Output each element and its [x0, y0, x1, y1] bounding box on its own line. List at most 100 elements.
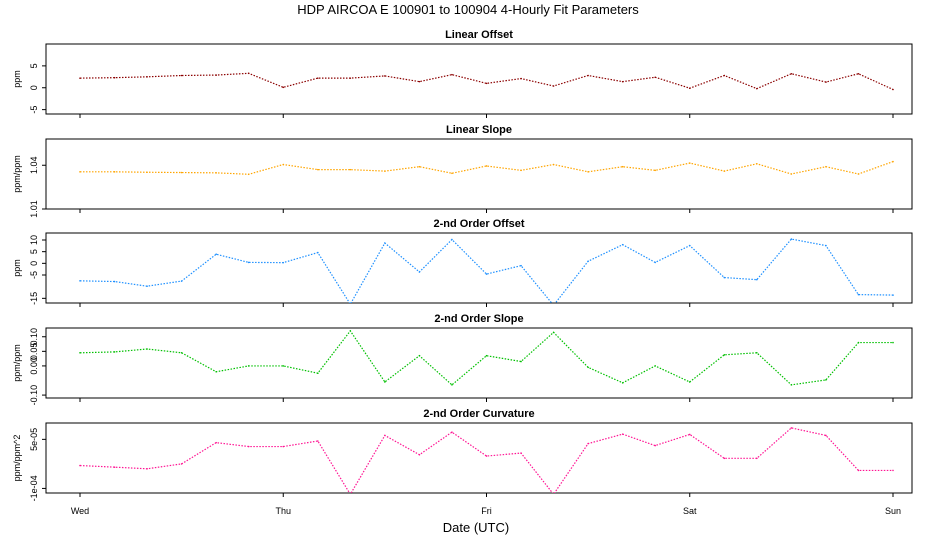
plot-frame [45, 422, 913, 494]
data-point [553, 494, 555, 496]
data-point [654, 169, 656, 172]
data-point [451, 172, 453, 175]
data-point [756, 351, 758, 354]
data-point [552, 85, 555, 87]
data-point [350, 494, 352, 496]
y-tick-label: -0.10 [29, 385, 39, 406]
data-point [892, 469, 894, 472]
data-point [688, 433, 691, 436]
data-point [520, 77, 522, 80]
y-tick-label: 0.10 [29, 328, 39, 346]
data-point [146, 76, 148, 78]
data-point [723, 354, 726, 356]
data-point [553, 305, 555, 307]
data-point [317, 168, 319, 171]
data-point [654, 365, 656, 367]
data-point [418, 453, 421, 456]
data-point [587, 171, 589, 173]
data-point [418, 271, 421, 273]
panel-title: Linear Offset [445, 29, 513, 41]
data-point [621, 243, 624, 246]
data-point [79, 77, 81, 79]
chart-panels: Linear Offset ppm -5 0 5 Linear Slope ppm/ppm 1… [12, 29, 913, 516]
data-point [892, 341, 894, 344]
data-point [756, 87, 758, 90]
data-point [451, 238, 453, 241]
data-point [384, 75, 386, 77]
x-tick-label: Sun [885, 506, 901, 516]
data-point [552, 331, 555, 334]
data-point [892, 294, 894, 296]
data-point [857, 341, 860, 344]
data-point [621, 433, 624, 435]
y-tick-label: 5e-05 [29, 428, 39, 451]
panel-title: 2-nd Order Offset [433, 218, 524, 230]
data-point [485, 165, 488, 167]
panel-title: 2-nd Order Slope [434, 313, 523, 325]
data-point [825, 434, 827, 437]
y-axis-label: ppm [12, 259, 22, 277]
data-point [247, 173, 250, 176]
data-point [790, 173, 793, 175]
panel-3: 2-nd Order Offset ppm -15 -5 0 5 10 [12, 218, 913, 307]
series-line [79, 329, 893, 386]
series-line [80, 161, 894, 175]
data-point [418, 165, 421, 168]
data-point [485, 455, 488, 457]
data-point [384, 242, 386, 244]
data-point [113, 466, 116, 468]
series-line [79, 238, 894, 303]
data-point [349, 168, 352, 171]
data-point [146, 467, 148, 470]
data-point [282, 445, 285, 448]
data-point [317, 372, 319, 375]
data-point [215, 441, 217, 444]
data-point [215, 253, 217, 256]
data-point [520, 360, 522, 363]
x-axis-label: Date (UTC) [443, 520, 509, 535]
y-tick-label: -5 [29, 106, 39, 114]
y-tick-label: 10 [29, 235, 39, 245]
data-point [282, 86, 285, 89]
data-point [146, 285, 148, 288]
data-point [113, 351, 116, 353]
data-point [825, 379, 827, 381]
data-point [384, 381, 386, 383]
data-point [146, 348, 148, 350]
y-axis-label: ppm [12, 70, 22, 88]
data-point [520, 169, 522, 172]
data-point [384, 170, 386, 172]
y-tick-label: 1.04 [29, 156, 39, 174]
data-point [520, 264, 522, 267]
data-point [790, 238, 793, 240]
data-point [621, 80, 624, 83]
data-point [247, 261, 250, 264]
data-point [756, 162, 758, 165]
data-point [485, 273, 488, 275]
y-tick-label: 5 [29, 249, 39, 254]
data-point [247, 445, 250, 448]
data-point [587, 366, 589, 369]
y-tick-label: 1.01 [29, 200, 39, 218]
panel-title: 2-nd Order Curvature [423, 408, 534, 420]
data-point [451, 384, 453, 386]
x-tick-label: Fri [481, 506, 492, 516]
y-axis-label: ppm/ppm [12, 155, 22, 193]
data-point [317, 440, 319, 442]
data-point [723, 276, 726, 279]
series-line [79, 427, 893, 493]
x-tick-label: Thu [275, 506, 291, 516]
data-point [350, 303, 352, 305]
data-point [587, 74, 589, 77]
data-point [825, 244, 827, 247]
data-point [688, 381, 691, 383]
data-point [621, 165, 624, 168]
data-point [317, 77, 319, 79]
data-point [892, 160, 894, 163]
data-point [349, 330, 352, 332]
data-point [688, 87, 691, 89]
chart-title: HDP AIRCOA E 100901 to 100904 4-Hourly F… [297, 2, 639, 17]
data-point [857, 293, 860, 296]
plot-frame [45, 43, 913, 115]
data-point [113, 76, 116, 79]
